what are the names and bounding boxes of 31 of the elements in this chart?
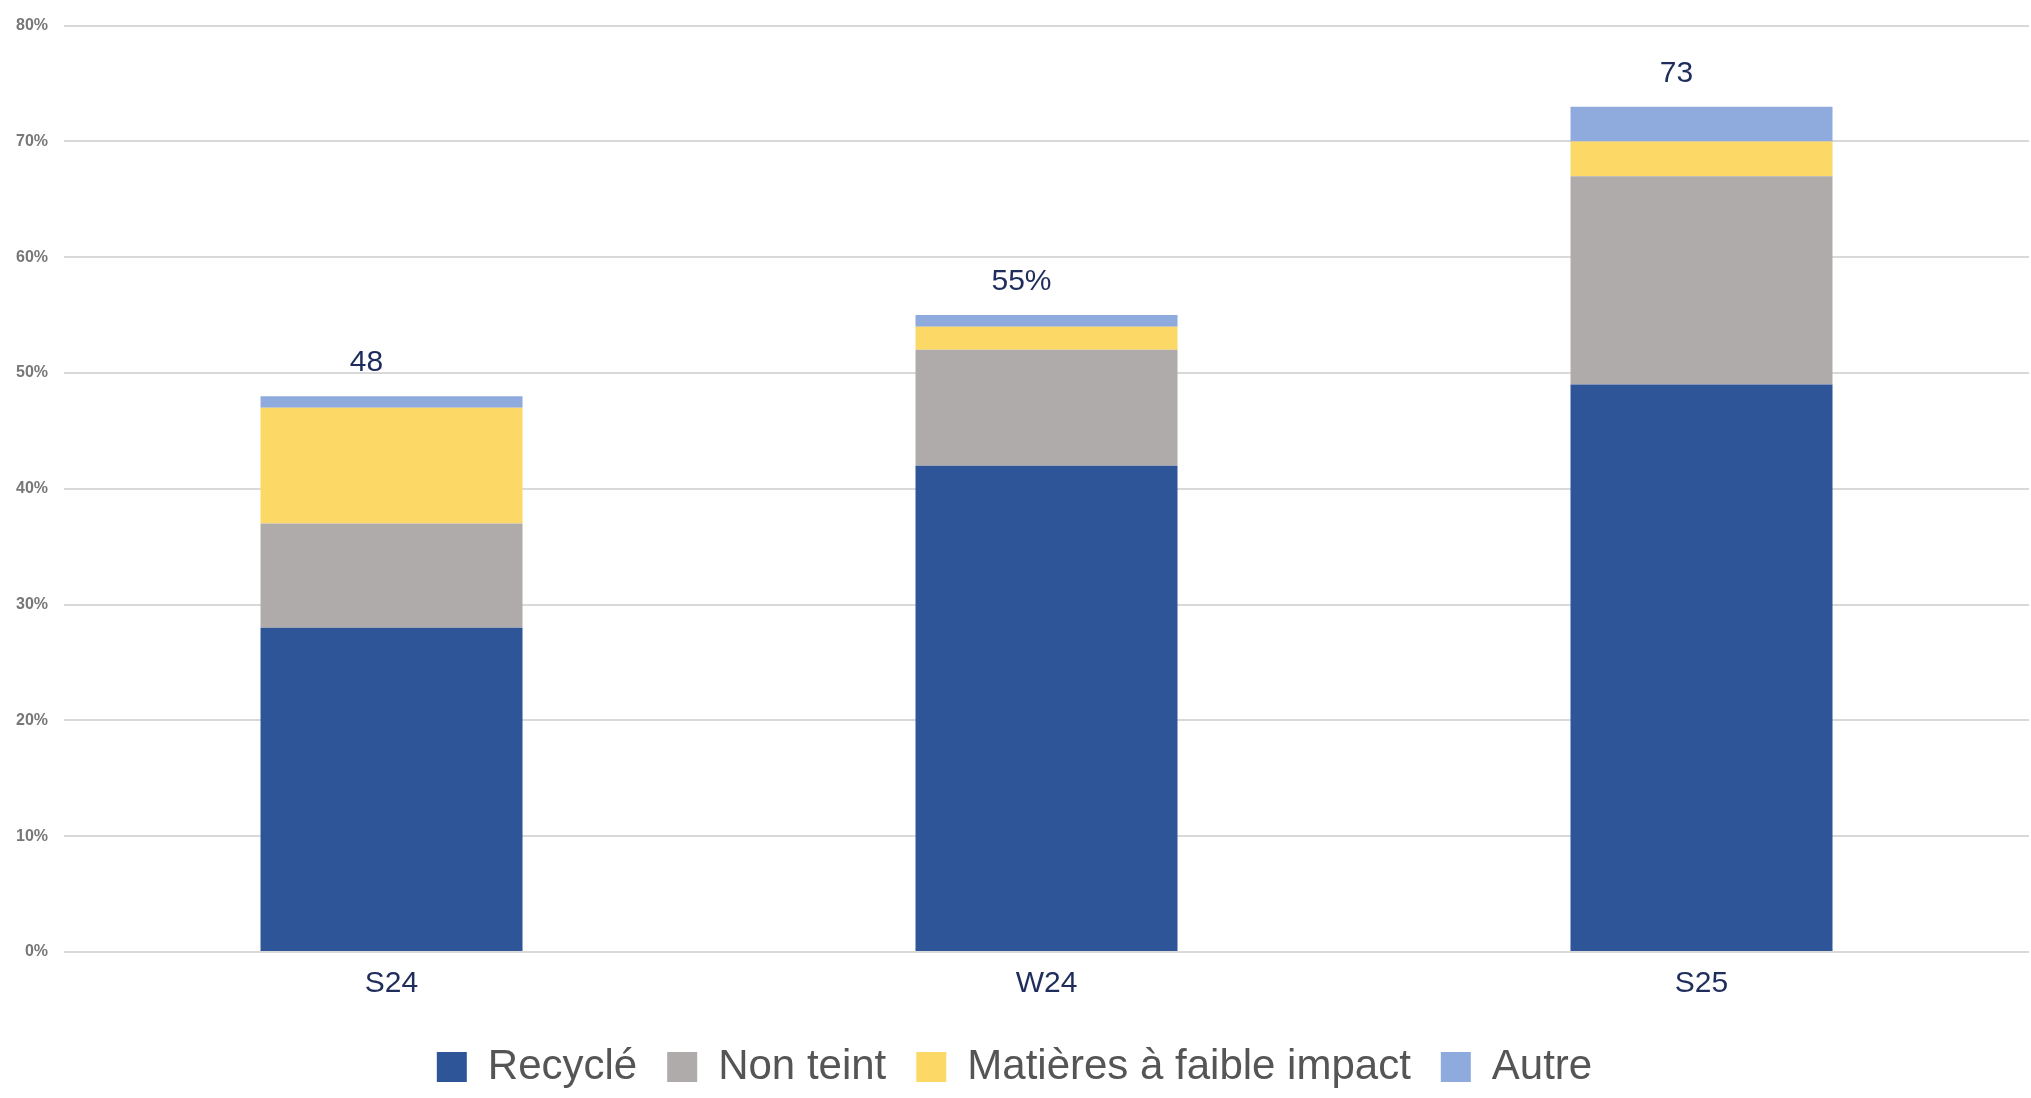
- y-tick-label: 20%: [15, 710, 49, 728]
- y-tick-label: 50%: [15, 363, 49, 381]
- bar: [1570, 106, 1833, 142]
- y-tick-label: 70%: [15, 131, 49, 149]
- y-tick-label: 30%: [15, 595, 49, 613]
- bar: [260, 407, 523, 524]
- bar: [1570, 384, 1833, 951]
- bar: [260, 396, 523, 408]
- x-tick-label: S25: [1674, 965, 1729, 999]
- y-tick-label: 80%: [15, 16, 49, 34]
- y-tick-label: 0%: [24, 942, 49, 960]
- y-tick-label: 10%: [15, 826, 49, 844]
- bar: [915, 349, 1178, 466]
- x-tick-label: W24: [1015, 965, 1078, 999]
- legend-label: Autre: [1491, 1040, 1593, 1088]
- legend-label: Non teint: [718, 1040, 887, 1088]
- bar: [1570, 141, 1833, 177]
- x-tick-label: S24: [364, 965, 419, 999]
- total-label: 48: [349, 344, 384, 378]
- y-tick-label: 60%: [15, 247, 49, 265]
- bar: [260, 523, 523, 628]
- bar: [915, 326, 1178, 350]
- bar: [1570, 176, 1833, 385]
- bar: [915, 315, 1178, 327]
- bar: [260, 627, 523, 951]
- legend-label: Matières à faible impact: [967, 1040, 1412, 1088]
- total-label: 73: [1659, 54, 1694, 88]
- legend-label: Recyclé: [487, 1040, 638, 1088]
- total-label: 55%: [991, 263, 1052, 297]
- bar: [915, 465, 1178, 951]
- y-tick-label: 40%: [15, 479, 49, 497]
